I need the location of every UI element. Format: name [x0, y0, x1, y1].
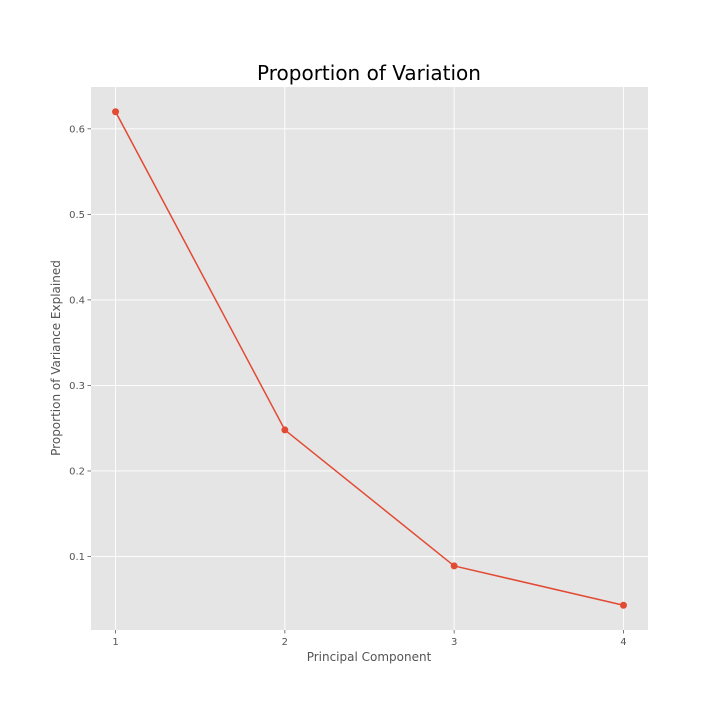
data-point [112, 108, 120, 116]
x-axis-label: Principal Component [307, 650, 432, 664]
plot-area [91, 87, 648, 630]
data-point [450, 562, 458, 570]
x-tick-label: 3 [451, 637, 457, 648]
y-tick-label: 0.1 [69, 552, 85, 563]
x-axis: 1 2 3 4 [112, 630, 627, 648]
data-point [281, 426, 289, 434]
y-tick-label: 0.6 [69, 124, 85, 135]
x-tick-label: 1 [112, 637, 118, 648]
chart-title: Proportion of Variation [257, 61, 481, 85]
y-axis-label: Proportion of Variance Explained [49, 260, 63, 456]
y-tick-label: 0.3 [69, 381, 85, 392]
series-layer [112, 108, 627, 609]
y-tick-label: 0.5 [69, 210, 85, 221]
x-tick-label: 4 [620, 637, 626, 648]
x-tick-label: 2 [282, 637, 288, 648]
series-line [114, 111, 624, 607]
data-point [619, 601, 627, 609]
grid-layer [91, 87, 648, 630]
y-tick-label: 0.4 [69, 295, 85, 306]
y-tick-label: 0.2 [69, 466, 85, 477]
y-axis: 0.1 0.2 0.3 0.4 0.5 0.6 [69, 124, 91, 563]
